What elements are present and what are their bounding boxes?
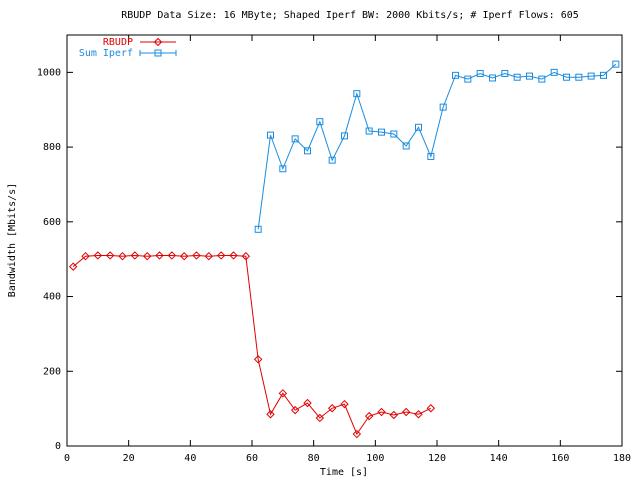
x-tick-label: 180 — [613, 453, 631, 464]
series-line — [257, 63, 617, 230]
data-point — [105, 251, 115, 260]
chart-title: RBUDP Data Size: 16 MByte; Shaped Iperf … — [121, 10, 579, 21]
data-point — [167, 251, 177, 260]
data-point — [279, 165, 287, 173]
data-point — [68, 262, 78, 271]
data-point — [538, 75, 546, 83]
data-point — [550, 68, 558, 76]
data-point — [267, 131, 274, 139]
data-point — [229, 251, 238, 260]
data-point — [278, 389, 288, 398]
x-axis-label: Time [s] — [320, 467, 368, 478]
data-point — [155, 251, 164, 260]
data-point — [118, 251, 127, 261]
data-point — [401, 407, 411, 417]
x-tick-label: 80 — [308, 453, 320, 464]
data-point — [253, 355, 263, 364]
data-point — [81, 251, 90, 261]
data-point — [439, 103, 447, 111]
x-tick-label: 40 — [184, 453, 196, 464]
data-point — [93, 251, 103, 260]
data-point — [304, 147, 311, 155]
data-point — [204, 251, 214, 261]
legend-label: Sum Iperf — [79, 48, 133, 59]
data-point — [130, 251, 140, 260]
data-point — [513, 73, 521, 81]
y-tick-label: 1000 — [37, 67, 61, 78]
data-point — [327, 404, 337, 413]
data-point — [290, 405, 300, 415]
y-tick-label: 800 — [43, 142, 61, 153]
legend-marker — [153, 37, 163, 47]
data-point — [389, 410, 399, 420]
data-point — [315, 413, 325, 423]
data-point — [452, 71, 459, 79]
plot-frame — [66, 34, 623, 447]
data-point — [427, 152, 435, 160]
series-line — [72, 254, 432, 436]
data-point — [364, 411, 374, 421]
x-tick-label: 120 — [428, 453, 446, 464]
x-tick-label: 140 — [490, 453, 508, 464]
legend-marker — [154, 49, 162, 57]
x-tick-label: 100 — [366, 453, 384, 464]
data-point — [415, 123, 422, 131]
data-point — [365, 127, 373, 135]
data-point — [526, 72, 533, 80]
data-point — [377, 407, 386, 417]
data-point — [476, 69, 484, 77]
data-point — [501, 69, 509, 77]
x-tick-label: 0 — [64, 453, 70, 464]
data-point — [575, 73, 583, 81]
data-point — [587, 72, 595, 80]
y-tick-label: 600 — [43, 217, 61, 228]
data-point — [600, 71, 607, 79]
data-point — [291, 135, 299, 143]
data-point — [340, 399, 349, 409]
y-tick-label: 400 — [43, 292, 61, 303]
data-point — [464, 75, 472, 83]
data-point — [303, 398, 312, 408]
data-point — [352, 429, 362, 439]
legend-label: RBUDP — [103, 37, 133, 48]
data-point — [402, 142, 410, 150]
data-point — [142, 251, 152, 261]
x-tick-label: 20 — [123, 453, 135, 464]
data-point — [341, 132, 348, 140]
data-point — [378, 128, 385, 136]
y-tick-label: 200 — [43, 366, 61, 377]
data-point — [489, 74, 496, 82]
data-point — [254, 225, 262, 233]
y-tick-label: 0 — [55, 441, 61, 452]
data-point — [426, 404, 436, 413]
data-point — [414, 410, 423, 419]
data-point — [266, 410, 275, 419]
data-point — [390, 130, 398, 138]
data-point — [216, 251, 226, 260]
data-point — [353, 90, 361, 98]
data-point — [179, 251, 189, 261]
data-point — [241, 251, 251, 261]
data-point — [316, 118, 324, 126]
data-point — [563, 73, 570, 81]
data-point — [328, 156, 336, 164]
y-axis-label: Bandwidth [Mbits/s] — [7, 183, 18, 297]
data-point — [192, 251, 201, 260]
x-tick-label: 60 — [246, 453, 258, 464]
x-tick-label: 160 — [551, 453, 569, 464]
data-point — [612, 60, 620, 68]
